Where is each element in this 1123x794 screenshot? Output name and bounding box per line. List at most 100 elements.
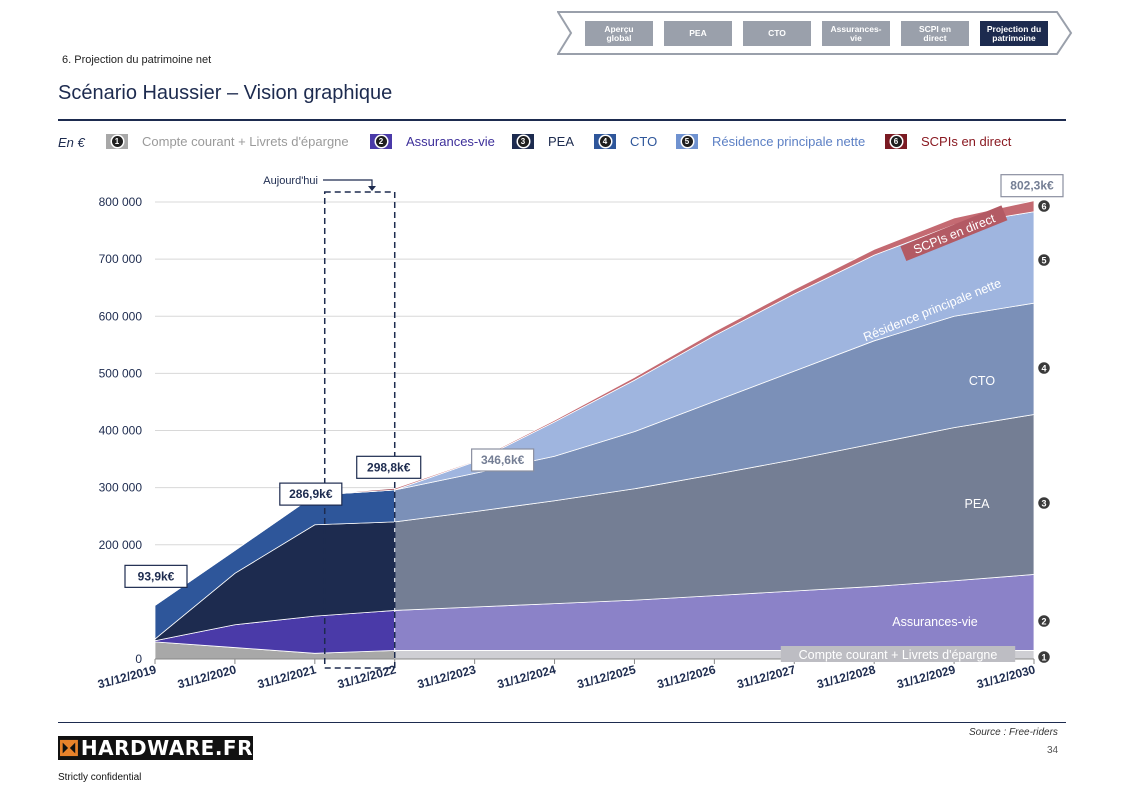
legend-item-comptes: 1 Compte courant + Livrets d'épargne	[106, 134, 349, 149]
footer-divider	[58, 722, 1066, 723]
legend-label: Résidence principale nette	[712, 134, 866, 149]
series-number-marker: 5	[1036, 252, 1052, 268]
series-number-circle	[1036, 198, 1052, 214]
tab-cto[interactable]: CTO	[743, 21, 811, 46]
x-tick-label: 31/12/2024	[496, 662, 558, 691]
series-label: PEA	[964, 497, 990, 511]
series-number-circle	[1036, 649, 1052, 665]
series-number-text: 2	[1041, 617, 1046, 627]
legend-swatch: 3	[512, 134, 534, 149]
y-tick-label: 800 000	[99, 195, 143, 209]
series-number-circle	[1036, 360, 1052, 376]
logo-text: HARDWARE.FR	[80, 736, 253, 760]
y-tick-label: 600 000	[99, 309, 143, 323]
tab-scpi-en-direct[interactable]: SCPI en direct	[901, 21, 969, 46]
value-callout-box	[471, 448, 535, 472]
series-label-bg	[780, 646, 1016, 662]
source-note: Source : Free-riders	[969, 727, 1058, 738]
legend-swatch: 1	[106, 134, 128, 149]
y-tick-label: 300 000	[99, 481, 143, 495]
x-tick-label: 31/12/2028	[815, 662, 877, 691]
series-number-marker: 3	[1036, 495, 1052, 511]
value-callout-box	[279, 482, 343, 506]
legend-label: CTO	[630, 134, 658, 149]
y-tick-label: 400 000	[99, 424, 143, 438]
tab-apercu-global[interactable]: Aperçu global	[585, 21, 653, 46]
section-label: 6. Projection du patrimoine net	[62, 54, 212, 66]
series-number-text: 5	[1041, 256, 1046, 266]
logo-mark-icon	[60, 739, 78, 757]
x-tick-label: 31/12/2025	[576, 662, 638, 691]
x-tick-label: 31/12/2029	[895, 662, 957, 691]
series-number-text: 6	[1041, 202, 1046, 212]
tab-assurances-vie[interactable]: Assurances-vie	[822, 21, 890, 46]
series-number-marker: 4	[1036, 360, 1052, 376]
legend-item-assurances-vie: 2 Assurances-vie	[370, 134, 495, 149]
legend-label: Compte courant + Livrets d'épargne	[142, 134, 349, 149]
chart-legend: En € 1 Compte courant + Livrets d'épargn…	[58, 134, 1058, 154]
value-callout-text: 346,6k€	[481, 453, 525, 467]
legend-swatch: 6	[885, 134, 907, 149]
title-divider	[58, 119, 1066, 121]
value-callout: 346,6k€	[471, 448, 535, 472]
series-number-marker: 6	[1036, 198, 1052, 214]
value-callout-box	[124, 564, 188, 588]
value-callout-text: 93,9k€	[138, 569, 175, 583]
x-tick-label: 31/12/2019	[96, 662, 158, 691]
legend-label: SCPIs en direct	[921, 134, 1012, 149]
legend-label: PEA	[548, 134, 575, 149]
series-area-projection	[394, 200, 1035, 491]
series-label-text: PEA	[964, 497, 990, 511]
legend-swatch: 5	[676, 134, 698, 149]
confidential-note: Strictly confidential	[58, 772, 142, 783]
legend-label: Assurances-vie	[406, 134, 495, 149]
value-callout-text: 298,8k€	[367, 460, 411, 474]
x-tick-label: 31/12/2030	[975, 662, 1037, 691]
value-callout: 93,9k€	[124, 564, 188, 588]
legend-item-pea: 3 PEA	[512, 134, 574, 149]
x-tick-label: 31/12/2020	[176, 662, 238, 691]
legend-item-scpi: 6 SCPIs en direct	[885, 134, 1011, 149]
today-arrow	[323, 179, 373, 188]
page-title: Scénario Haussier – Vision graphique	[58, 82, 393, 104]
y-tick-label: 700 000	[99, 252, 143, 266]
y-tick-label: 0	[135, 652, 142, 666]
today-label: Aujourd'hui	[263, 175, 318, 187]
series-number-marker: 2	[1036, 613, 1052, 629]
series-label-bg	[900, 205, 1008, 262]
x-tick-label: 31/12/2022	[336, 662, 398, 691]
series-label: Compte courant + Livrets d'épargne	[780, 646, 1016, 662]
value-callout: 802,3k€	[1000, 174, 1064, 198]
today-arrow-head	[368, 186, 376, 191]
series-number-text: 4	[1041, 364, 1046, 374]
legend-swatch: 2	[370, 134, 392, 149]
navigation-ribbon: Aperçu global PEA CTO Assurances-vie SCPI…	[557, 10, 1073, 56]
stacked-area-chart: 0 200 000 300 000 400 000 500 000 600 000 700 …	[96, 174, 1064, 691]
x-tick-label: 31/12/2021	[256, 662, 318, 691]
hardware-fr-logo: HARDWARE.FR	[58, 736, 253, 760]
value-callout-text: 286,9k€	[289, 487, 333, 501]
value-callout-box	[1000, 174, 1064, 198]
legend-swatch: 4	[594, 134, 616, 149]
tab-projection-patrimoine[interactable]: Projection du patrimoine	[980, 21, 1048, 46]
y-tick-label: 200 000	[99, 538, 143, 552]
legend-item-cto: 4 CTO	[594, 134, 657, 149]
series-label: Assurances-vie	[892, 615, 977, 629]
series-label: CTO	[969, 374, 995, 388]
x-tick-label: 31/12/2027	[735, 662, 797, 691]
series-number-marker: 1	[1036, 649, 1052, 665]
value-callout: 286,9k€	[279, 482, 343, 506]
series-number-text: 1	[1041, 653, 1046, 663]
legend-item-residence: 5 Résidence principale nette	[676, 134, 865, 149]
series-label-text: CTO	[969, 374, 995, 388]
series-number-text: 3	[1041, 499, 1046, 509]
value-callout-box	[356, 455, 422, 479]
tab-pea[interactable]: PEA	[664, 21, 732, 46]
y-tick-label: 500 000	[99, 366, 143, 380]
value-callout: 298,8k€	[356, 455, 422, 479]
series-number-circle	[1036, 613, 1052, 629]
x-tick-label: 31/12/2023	[416, 662, 478, 691]
today-highlight-box	[323, 191, 396, 669]
unit-label: En €	[58, 135, 85, 150]
page-number: 34	[1047, 745, 1059, 756]
